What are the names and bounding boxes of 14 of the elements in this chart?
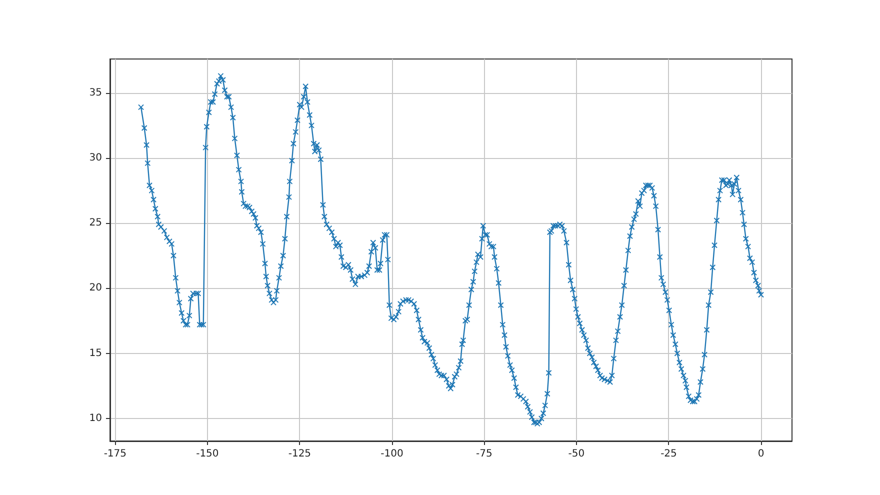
y-tick-label: 15 — [89, 348, 102, 359]
y-tick-label: 25 — [89, 218, 102, 229]
x-tick-label: 0 — [758, 448, 764, 460]
x-tick-label: -50 — [568, 448, 585, 460]
x-tick-label: -100 — [380, 448, 404, 460]
y-tick-label: 20 — [89, 282, 102, 294]
x-tick-label: -75 — [476, 448, 492, 460]
x-tick-label: -175 — [104, 448, 127, 460]
y-tick-label: 30 — [89, 152, 102, 164]
x-tick-label: -25 — [660, 448, 677, 460]
x-tick-label: -150 — [196, 448, 219, 460]
y-tick-label: 35 — [89, 87, 102, 98]
y-tick-label: 10 — [89, 412, 102, 424]
x-tick-label: -125 — [288, 448, 312, 460]
